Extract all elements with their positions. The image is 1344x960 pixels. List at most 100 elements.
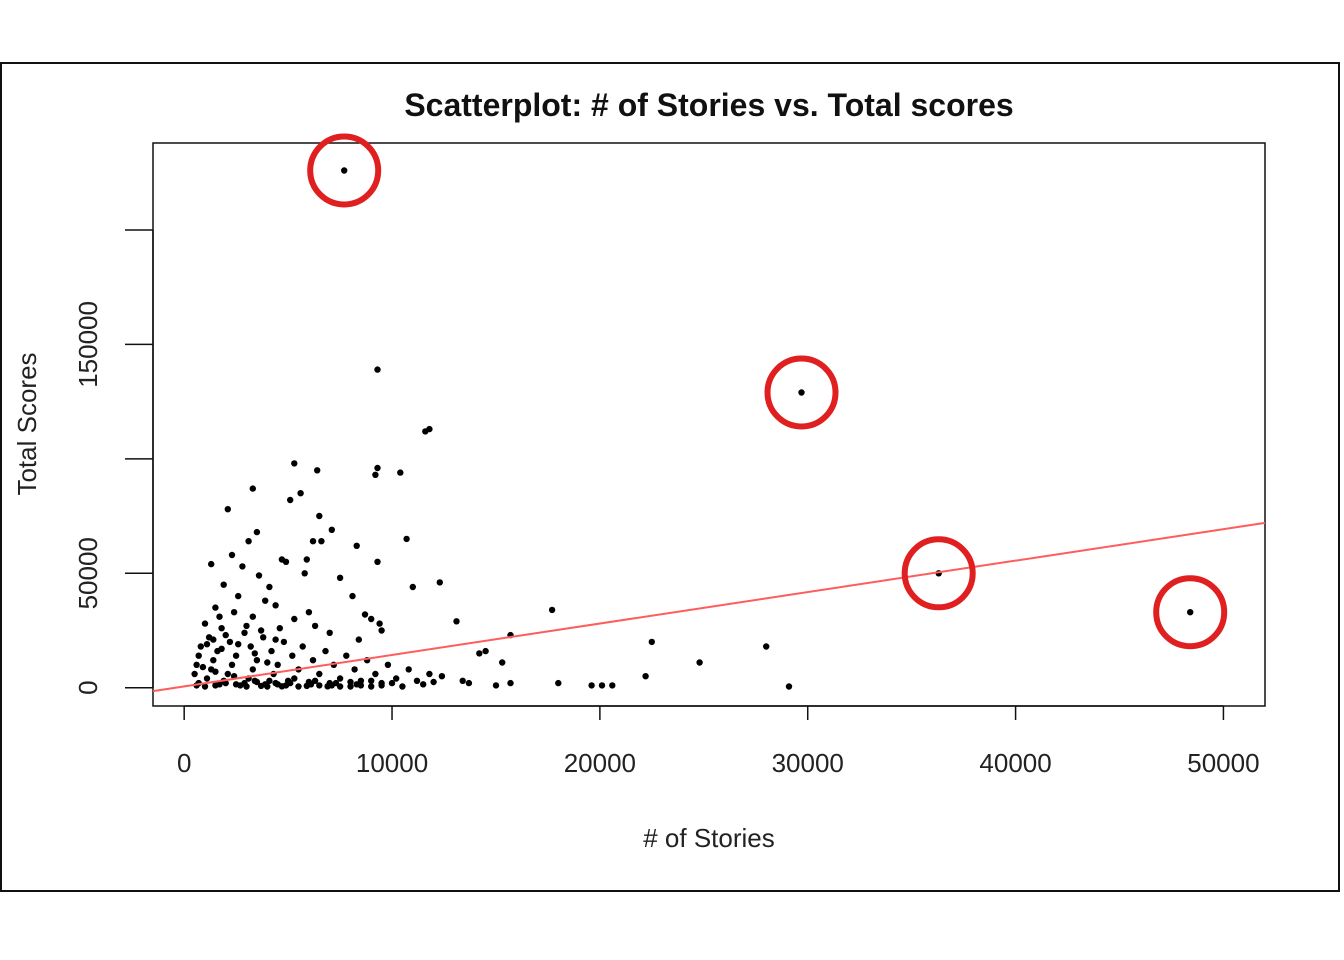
data-point: [266, 583, 273, 591]
data-point: [384, 661, 392, 668]
data-point: [499, 659, 506, 666]
data-point: [232, 681, 240, 688]
data-point: [199, 663, 207, 671]
data-point: [1187, 609, 1194, 616]
data-point: [347, 683, 354, 690]
data-point: [291, 615, 298, 623]
data-point: [785, 683, 793, 690]
data-point: [218, 625, 225, 632]
data-point: [763, 643, 770, 650]
data-point: [253, 657, 261, 664]
data-point: [353, 542, 360, 549]
data-point: [228, 551, 236, 559]
data-point: [305, 678, 313, 686]
data-point: [343, 652, 350, 659]
data-point: [609, 682, 616, 689]
data-point: [378, 682, 385, 689]
fit-line: [152, 521, 1266, 693]
data-point: [357, 677, 365, 684]
data-point: [328, 526, 335, 533]
data-point: [243, 622, 250, 630]
data-point: [465, 679, 473, 687]
data-point: [303, 556, 310, 563]
data-point: [268, 647, 275, 655]
data-point: [243, 683, 250, 690]
data-point: [357, 682, 365, 689]
data-point: [388, 679, 396, 687]
y-axis-title: Total Scores: [12, 352, 42, 495]
data-point: [393, 675, 400, 682]
data-point: [235, 641, 242, 648]
data-point: [222, 679, 229, 687]
data-point: [374, 464, 381, 472]
data-point: [372, 471, 379, 478]
data-point: [309, 657, 317, 664]
x-tick-label: 40000: [979, 748, 1051, 778]
data-point: [208, 560, 215, 568]
data-point: [351, 666, 358, 673]
x-tick-label: 30000: [772, 748, 844, 778]
data-point: [368, 677, 375, 684]
data-point: [245, 538, 252, 545]
data-point: [291, 675, 298, 682]
data-point: [311, 622, 319, 630]
data-point: [266, 677, 273, 684]
data-point: [405, 666, 412, 673]
data-point: [336, 675, 344, 682]
data-point: [247, 643, 254, 650]
data-point: [195, 652, 202, 659]
x-axis-title: # of Stories: [643, 823, 775, 853]
data-point: [226, 638, 234, 646]
data-point: [316, 512, 323, 520]
data-point: [492, 682, 500, 689]
data-point: [264, 659, 271, 666]
data-point: [224, 670, 231, 678]
data-point: [218, 645, 225, 652]
x-axis: 0 10000 20000 30000 40000 50000: [177, 705, 1260, 778]
data-point: [413, 677, 421, 684]
data-point: [397, 469, 404, 476]
data-point: [326, 679, 333, 687]
y-tick-label: 50000: [73, 537, 103, 609]
data-point: [235, 592, 242, 600]
data-point: [264, 683, 271, 690]
data-point: [224, 506, 231, 513]
data-point: [197, 643, 204, 650]
data-point: [239, 563, 246, 570]
data-point: [436, 579, 443, 586]
y-tick-label: 150000: [73, 301, 103, 388]
data-point: [798, 389, 805, 396]
data-point: [289, 652, 296, 659]
data-point: [280, 638, 288, 646]
data-point: [548, 606, 556, 614]
data-point: [272, 602, 279, 609]
x-tick-label: 50000: [1187, 748, 1259, 778]
data-point: [314, 467, 321, 474]
data-point: [642, 673, 649, 680]
outlier-highlight-circle: [1153, 575, 1228, 650]
data-point: [368, 683, 375, 690]
data-point: [555, 679, 562, 687]
data-point: [284, 677, 292, 684]
data-point: [295, 683, 302, 690]
data-point: [347, 678, 354, 686]
data-point: [322, 647, 329, 655]
data-point: [276, 625, 283, 632]
outlier-highlight-circle: [901, 536, 976, 611]
data-point: [598, 682, 606, 689]
data-point: [341, 167, 348, 174]
data-point: [212, 682, 219, 689]
data-point: [438, 673, 446, 680]
data-point: [299, 643, 306, 650]
data-point: [648, 638, 655, 646]
data-point: [241, 629, 248, 636]
data-point: [355, 636, 362, 643]
data-point: [201, 683, 209, 690]
data-point: [403, 535, 410, 543]
data-point: [696, 659, 703, 666]
plot-area: [152, 142, 1266, 707]
data-point: [212, 668, 219, 675]
data-point: [203, 675, 211, 682]
data-point: [255, 572, 263, 579]
data-point: [374, 558, 381, 565]
